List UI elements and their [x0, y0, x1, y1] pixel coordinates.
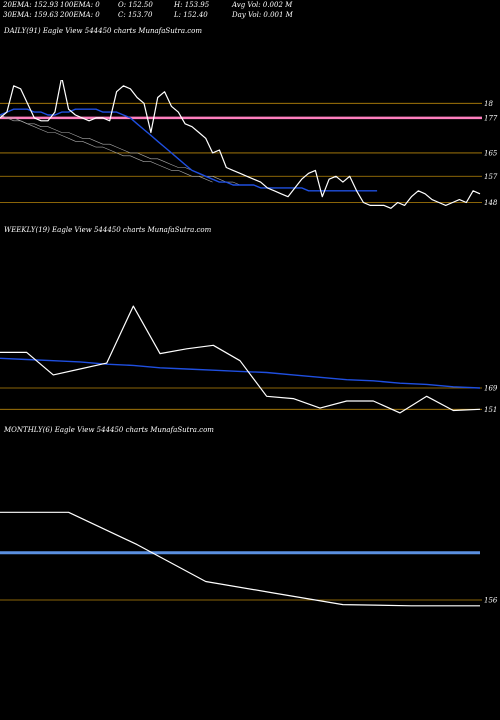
monthly-panel-title: MONTHLY(6) Eagle View 544450 charts Muna… [4, 426, 214, 434]
high-readout: H: 153.95 [174, 1, 210, 9]
daily-chart: 18 177 165 157 148 [0, 80, 498, 209]
weekly-chart: 169 151 [0, 305, 498, 414]
price-line [0, 80, 481, 209]
close-readout: C: 153.70 [118, 11, 153, 19]
avg-vol-readout: Avg Vol: 0.002 M [232, 1, 293, 9]
ema100-readout: 100EMA: 0 [60, 1, 100, 9]
day-vol-readout: Day Vol: 0.001 M [232, 11, 293, 19]
ema-line-slower [0, 114, 213, 183]
level-label-169: 169 [484, 384, 498, 392]
level-label-156: 156 [484, 597, 498, 605]
daily-panel-title: DAILY(91) Eagle View 544450 charts Munaf… [4, 27, 203, 35]
level-label-157: 157 [484, 173, 498, 181]
monthly-chart: 156 [0, 511, 498, 607]
level-label-165: 165 [484, 149, 498, 157]
level-label-18: 18 [484, 100, 493, 108]
price-line [0, 511, 480, 607]
level-label-148: 148 [484, 199, 498, 207]
ema-line [0, 357, 481, 389]
open-readout: O: 152.50 [118, 1, 153, 9]
ema-line [0, 108, 378, 192]
price-line [0, 305, 481, 414]
level-label-151: 151 [484, 406, 497, 414]
low-readout: L: 152.40 [174, 11, 208, 19]
weekly-panel-title: WEEKLY(19) Eagle View 544450 charts Muna… [4, 226, 212, 234]
ema30-readout: 30EMA: 159.63 [3, 11, 59, 19]
ema20-readout: 20EMA: 152.93 [3, 1, 59, 9]
ema200-readout: 200EMA: 0 [60, 11, 100, 19]
ema-line-slow [0, 114, 241, 186]
level-label-177: 177 [484, 114, 498, 122]
